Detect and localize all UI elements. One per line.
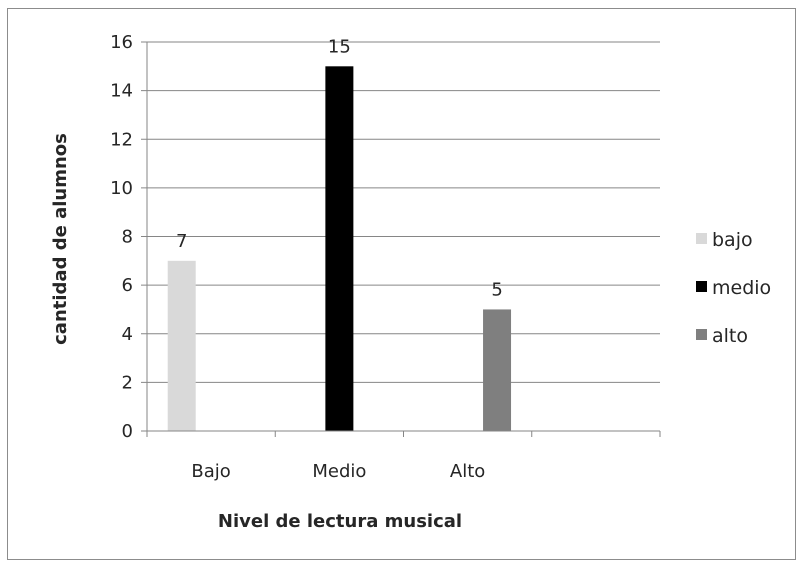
y-tick-label: 2 [122, 372, 133, 393]
x-tick-label: Bajo [191, 461, 230, 482]
bar-bajo [167, 260, 196, 431]
y-tick-label: 4 [122, 324, 133, 345]
y-tick-label: 16 [110, 32, 133, 53]
bar-chart: 0 2 4 6 8 10 12 14 16 Bajo Medio Alto 7 15 5 cantidad … [50, 32, 771, 532]
x-tick-label: Alto [450, 461, 485, 482]
bars [167, 66, 512, 431]
chart-frame: 0 2 4 6 8 10 12 14 16 Bajo Medio Alto 7 15 5 cantidad … [7, 8, 796, 560]
axes [141, 41, 661, 437]
y-tick-label: 8 [122, 227, 133, 248]
y-tick-label: 6 [122, 275, 133, 296]
bar-alto [483, 309, 512, 431]
legend-label-bajo: bajo [712, 229, 753, 251]
x-tick-label: Medio [312, 461, 366, 482]
data-label: 5 [491, 279, 502, 300]
y-tick-label: 0 [122, 421, 133, 442]
y-tick-label: 14 [110, 81, 133, 102]
legend-swatch-alto [696, 329, 707, 340]
bar-medio [325, 66, 354, 431]
gridlines [147, 41, 660, 383]
x-axis-title: Nivel de lectura musical [218, 511, 462, 532]
labels: 0 2 4 6 8 10 12 14 16 Bajo Medio Alto 7 15 5 [110, 32, 503, 482]
data-label: 7 [176, 231, 187, 252]
data-label: 15 [328, 36, 351, 57]
legend: bajo medio alto [696, 229, 771, 347]
y-tick-label: 10 [110, 178, 133, 199]
legend-label-medio: medio [712, 277, 771, 299]
legend-swatch-medio [696, 281, 707, 292]
legend-swatch-bajo [696, 233, 707, 244]
y-axis-title: cantidad de alumnos [50, 133, 71, 345]
legend-label-alto: alto [712, 325, 748, 347]
y-tick-label: 12 [110, 129, 133, 150]
